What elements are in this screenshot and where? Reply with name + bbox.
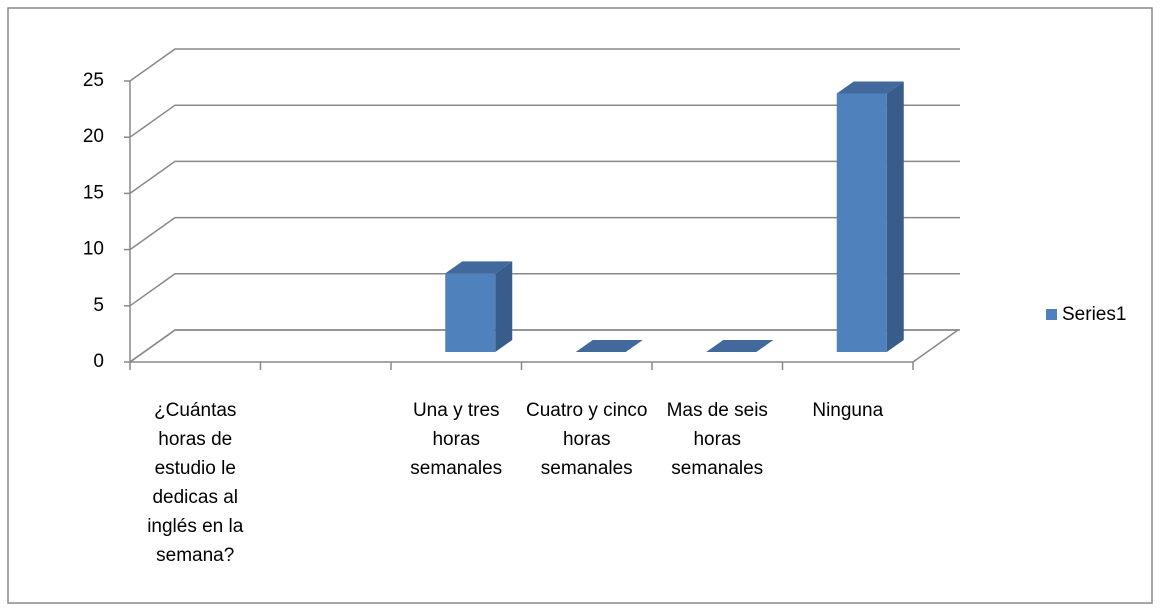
bar-top xyxy=(445,261,513,274)
legend-swatch xyxy=(1046,309,1057,320)
x-tick-label: ¿Cuántas horas de estudio le dedicas al … xyxy=(147,400,244,566)
y-tick-label: 25 xyxy=(83,70,104,91)
bar-top xyxy=(836,81,904,94)
grid-line xyxy=(129,273,960,307)
y-tick-label: 10 xyxy=(83,239,104,260)
legend-label: Series1 xyxy=(1062,304,1126,325)
x-tick-label: Cuatro y cinco horas semanales xyxy=(526,400,648,479)
y-tick-label: 0 xyxy=(93,351,104,372)
bar-side xyxy=(495,261,513,352)
x-tick-label: Mas de seis horas semanales xyxy=(666,400,768,479)
bar-top xyxy=(575,340,643,352)
bar-side xyxy=(886,81,904,352)
y-tick-label: 5 xyxy=(93,295,104,316)
bar-top xyxy=(706,340,774,352)
grid-line xyxy=(129,329,960,363)
y-tick-label: 20 xyxy=(83,126,104,147)
bar-front xyxy=(445,273,496,352)
grid-line xyxy=(129,216,960,251)
bar-front xyxy=(836,93,887,352)
grid-line xyxy=(129,48,960,82)
x-tick-label: Ninguna xyxy=(812,400,884,421)
y-tick-label: 15 xyxy=(83,182,104,203)
grid-line xyxy=(129,104,960,138)
chart-border xyxy=(7,7,1153,604)
x-tick-label: Una y tres horas semanales xyxy=(410,400,503,479)
grid-line xyxy=(129,160,960,195)
